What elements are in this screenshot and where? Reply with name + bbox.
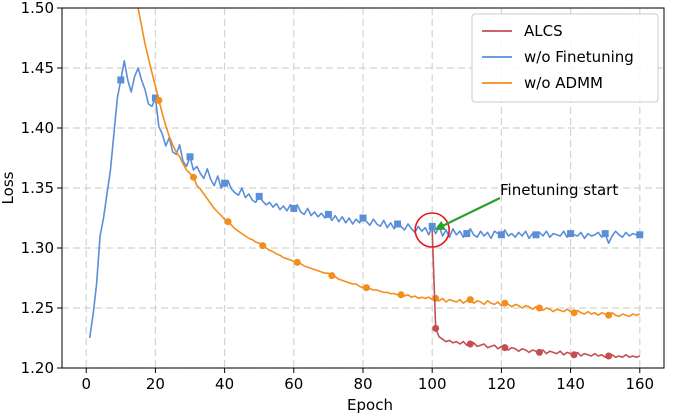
data-point-w-o-finetuning <box>394 220 402 228</box>
y-tick-label: 1.50 <box>21 0 54 17</box>
data-point-w-o-finetuning <box>532 231 540 239</box>
data-point-w-o-admm <box>432 294 440 302</box>
data-point-w-o-admm <box>605 311 613 319</box>
data-point-alcs <box>501 344 509 352</box>
y-tick-label: 1.25 <box>21 299 54 317</box>
data-point-w-o-finetuning <box>428 222 436 230</box>
data-point-w-o-finetuning <box>255 192 263 200</box>
annotation-arrow <box>434 197 501 230</box>
legend-label-alcs: ALCS <box>524 22 563 40</box>
legend: ALCS w/o Finetuning w/o ADMM <box>471 13 659 103</box>
data-point-w-o-finetuning <box>601 230 609 238</box>
data-point-w-o-admm <box>293 258 301 266</box>
x-tick-label: 100 <box>418 375 447 393</box>
data-point-w-o-admm <box>535 304 543 312</box>
x-tick-label: 80 <box>353 375 372 393</box>
x-tick-label: 20 <box>146 375 165 393</box>
data-point-w-o-finetuning <box>186 153 194 161</box>
data-point-alcs <box>605 352 613 360</box>
data-point-w-o-finetuning <box>221 179 229 187</box>
y-tick-label: 1.45 <box>21 59 54 77</box>
y-axis: 1.20 1.25 1.30 1.35 1.40 1.45 1.50 <box>21 0 62 377</box>
x-axis: 0 20 40 60 80 100 120 140 160 <box>81 368 654 393</box>
data-point-w-o-admm <box>362 284 370 292</box>
data-point-w-o-admm <box>501 299 509 307</box>
annotation: Finetuning start <box>414 181 618 248</box>
x-tick-label: 140 <box>556 375 585 393</box>
y-tick-label: 1.40 <box>21 119 54 137</box>
highlight-circle <box>414 212 450 248</box>
y-tick-label: 1.30 <box>21 239 54 257</box>
y-tick-label: 1.35 <box>21 179 54 197</box>
data-point-w-o-admm <box>466 296 474 304</box>
y-axis-title: Loss <box>0 171 17 204</box>
data-point-w-o-finetuning <box>567 230 575 238</box>
x-tick-label: 40 <box>215 375 234 393</box>
data-point-w-o-finetuning <box>636 231 644 239</box>
data-point-w-o-finetuning <box>117 76 125 84</box>
legend-label-w-o-admm: w/o ADMM <box>524 74 603 92</box>
data-point-w-o-admm <box>328 272 336 280</box>
data-point-w-o-finetuning <box>463 230 471 238</box>
data-point-w-o-admm <box>570 309 578 317</box>
data-point-alcs <box>432 324 440 332</box>
data-point-alcs <box>466 340 474 348</box>
y-tick-label: 1.20 <box>21 359 54 377</box>
x-tick-label: 160 <box>625 375 654 393</box>
data-point-w-o-admm <box>155 96 163 104</box>
series-line-w-o-admm <box>137 8 641 318</box>
data-point-alcs <box>570 351 578 359</box>
x-axis-title: Epoch <box>347 396 393 414</box>
data-point-w-o-finetuning <box>324 210 332 218</box>
data-point-w-o-admm <box>224 218 232 226</box>
data-point-w-o-admm <box>259 242 267 250</box>
series-line-alcs <box>431 229 641 359</box>
data-point-w-o-finetuning <box>359 214 367 222</box>
data-point-w-o-admm <box>189 173 197 181</box>
data-point-w-o-admm <box>397 291 405 299</box>
data-point-alcs <box>535 348 543 356</box>
data-point-w-o-finetuning <box>497 231 505 239</box>
x-tick-label: 0 <box>81 375 91 393</box>
x-tick-label: 60 <box>284 375 303 393</box>
annotation-label: Finetuning start <box>500 181 618 199</box>
data-point-w-o-finetuning <box>151 94 159 102</box>
legend-box <box>471 13 659 103</box>
legend-label-w-o-finetuning: w/o Finetuning <box>524 48 634 66</box>
plot-area <box>88 8 644 360</box>
data-point-w-o-finetuning <box>290 204 298 212</box>
x-tick-label: 120 <box>487 375 516 393</box>
